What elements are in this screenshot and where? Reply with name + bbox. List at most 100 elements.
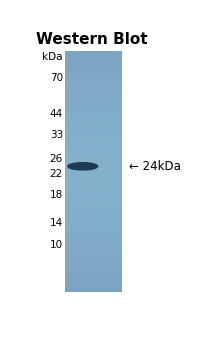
Bar bbox=[65, 231, 122, 232]
Bar bbox=[65, 107, 122, 108]
Bar bbox=[65, 203, 122, 204]
Bar bbox=[65, 83, 122, 84]
Bar bbox=[65, 152, 122, 153]
Bar bbox=[65, 188, 122, 189]
Bar bbox=[65, 201, 122, 202]
Bar bbox=[65, 279, 122, 280]
Bar bbox=[65, 217, 122, 218]
Bar bbox=[65, 79, 122, 80]
Bar bbox=[65, 122, 122, 123]
Bar bbox=[65, 177, 122, 178]
Bar bbox=[65, 266, 122, 267]
Bar bbox=[65, 58, 122, 59]
Bar bbox=[65, 219, 122, 220]
Bar bbox=[65, 228, 122, 229]
Bar bbox=[65, 276, 122, 277]
Bar bbox=[65, 289, 122, 290]
Bar bbox=[65, 264, 122, 265]
Bar bbox=[65, 174, 122, 175]
Bar bbox=[65, 225, 122, 226]
Bar bbox=[65, 170, 122, 171]
Bar bbox=[65, 106, 122, 107]
Bar bbox=[65, 158, 122, 159]
Bar bbox=[65, 135, 122, 136]
Bar bbox=[65, 129, 122, 130]
Bar bbox=[65, 74, 122, 75]
Bar bbox=[65, 60, 122, 61]
Bar bbox=[65, 255, 122, 256]
Bar bbox=[65, 146, 122, 147]
Bar bbox=[65, 173, 122, 174]
Bar bbox=[65, 184, 122, 185]
Bar bbox=[65, 151, 122, 152]
Bar bbox=[65, 192, 122, 193]
Bar bbox=[65, 237, 122, 238]
Bar bbox=[65, 270, 122, 271]
Bar bbox=[65, 169, 122, 170]
Bar bbox=[65, 197, 122, 198]
Bar bbox=[65, 166, 122, 167]
Bar bbox=[65, 133, 122, 134]
Bar bbox=[65, 141, 122, 142]
Bar bbox=[65, 118, 122, 119]
Bar bbox=[65, 125, 122, 126]
Bar bbox=[65, 51, 122, 52]
Bar bbox=[65, 164, 122, 165]
Bar bbox=[65, 287, 122, 288]
Bar bbox=[65, 124, 122, 125]
Bar bbox=[65, 111, 122, 112]
Bar bbox=[65, 76, 122, 78]
Bar bbox=[65, 61, 122, 62]
Bar bbox=[65, 183, 122, 184]
Bar bbox=[65, 150, 122, 151]
Bar bbox=[65, 208, 122, 209]
Ellipse shape bbox=[68, 163, 98, 170]
Bar bbox=[65, 182, 122, 183]
Bar bbox=[65, 159, 122, 160]
Bar bbox=[65, 162, 122, 163]
Bar bbox=[65, 108, 122, 109]
Bar bbox=[65, 249, 122, 250]
Bar bbox=[65, 139, 122, 140]
Bar bbox=[65, 206, 122, 207]
Text: 18: 18 bbox=[50, 190, 63, 200]
Bar bbox=[65, 101, 122, 102]
Bar bbox=[65, 89, 122, 90]
Bar bbox=[65, 239, 122, 240]
Bar bbox=[65, 110, 122, 111]
Bar bbox=[65, 132, 122, 133]
Bar bbox=[65, 52, 122, 53]
Bar bbox=[65, 78, 122, 79]
Bar bbox=[65, 194, 122, 195]
Bar bbox=[65, 190, 122, 191]
Bar bbox=[65, 156, 122, 157]
Bar bbox=[65, 285, 122, 286]
Text: 22: 22 bbox=[50, 169, 63, 179]
Bar bbox=[65, 82, 122, 83]
Bar bbox=[65, 282, 122, 283]
Bar bbox=[65, 213, 122, 214]
Bar bbox=[65, 85, 122, 86]
Bar bbox=[65, 131, 122, 132]
Bar bbox=[65, 283, 122, 284]
Bar bbox=[65, 193, 122, 194]
Bar bbox=[65, 271, 122, 272]
Bar bbox=[65, 260, 122, 261]
Bar bbox=[65, 278, 122, 279]
Bar bbox=[65, 57, 122, 58]
Bar bbox=[65, 145, 122, 146]
Text: kDa: kDa bbox=[42, 52, 63, 62]
Bar bbox=[65, 102, 122, 103]
Bar bbox=[65, 265, 122, 266]
Bar bbox=[65, 115, 122, 116]
Bar bbox=[65, 236, 122, 237]
Text: 70: 70 bbox=[50, 73, 63, 83]
Bar bbox=[65, 281, 122, 282]
Bar bbox=[65, 63, 122, 64]
Bar bbox=[65, 161, 122, 162]
Bar bbox=[65, 230, 122, 231]
Bar bbox=[65, 62, 122, 63]
Bar bbox=[65, 218, 122, 219]
Text: 33: 33 bbox=[50, 130, 63, 140]
Bar bbox=[65, 268, 122, 269]
